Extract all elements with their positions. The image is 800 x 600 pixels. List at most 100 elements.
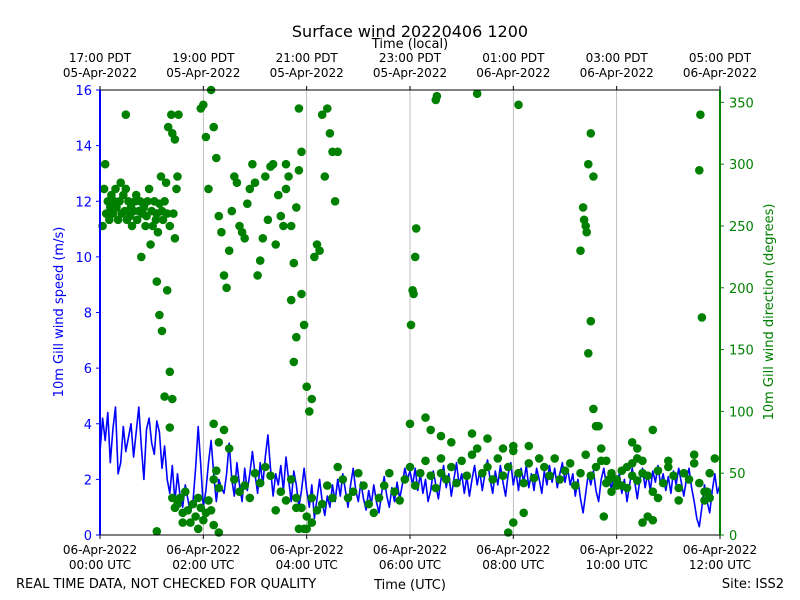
wind-direction-point [604,475,614,484]
wind-direction-point [116,178,125,187]
wind-direction-point [472,444,482,453]
wind-direction-point [157,326,167,336]
wind-direction-point [421,413,430,422]
bottom-tick-date: 06-Apr-2022 [683,543,757,557]
wind-direction-point [584,349,593,358]
bottom-tick-time: 02:00 UTC [172,558,234,572]
wind-direction-point [307,518,317,527]
wind-direction-point [426,425,436,435]
wind-direction-point [186,518,195,527]
wind-direction-point [297,147,306,157]
wind-direction-point [586,316,596,326]
wind-direction-point [261,462,270,472]
wind-direction-point [268,159,278,169]
wind-direction-point [317,499,327,509]
wind-direction-point [348,487,358,497]
top-tick-time: 17:00 PDT [69,51,132,65]
wind-direction-point [320,172,330,181]
wind-direction-point [529,473,539,483]
wind-direction-point [214,483,224,493]
wind-direction-point [432,91,442,101]
wind-direction-point [700,496,709,505]
wind-direction-point [165,367,175,377]
wind-direction-point [612,481,621,490]
wind-direction-point [305,407,314,416]
wind-direction-point [183,506,193,515]
wind-direction-point [121,110,131,119]
wind-direction-point [261,172,270,181]
wind-direction-point [312,506,322,515]
bottom-tick-date: 06-Apr-2022 [166,543,240,557]
bottom-tick-date: 06-Apr-2022 [580,543,654,557]
wind-direction-point [328,493,337,503]
top-tick-date: 06-Apr-2022 [580,66,654,80]
wind-direction-point [100,159,110,169]
wind-direction-point [199,100,208,110]
wind-direction-point [209,419,218,429]
wind-direction-point [286,475,296,484]
right-tick-label: 300 [729,158,754,173]
wind-direction-point [589,172,598,181]
wind-direction-point [266,471,275,481]
wind-direction-point [591,462,601,472]
wind-direction-point [323,481,332,490]
top-tick-time: 05:00 PDT [689,51,752,65]
wind-direction-point [121,184,131,194]
wind-direction-point [545,471,554,481]
wind-direction-point [509,441,518,451]
wind-direction-point [193,524,203,534]
wind-direction-point [302,512,312,521]
wind-direction-point [214,438,224,447]
wind-direction-point [509,518,518,527]
wind-direction-point [514,100,523,110]
wind-direction-point [255,256,265,265]
wind-direction-point [653,493,663,503]
top-tick-time: 19:00 PDT [172,51,235,65]
wind-direction-point [447,438,456,447]
wind-direction-point [467,429,477,438]
wind-direction-point [565,459,575,468]
wind-direction-point [385,468,394,478]
wind-direction-point [330,197,340,206]
right-tick-label: 150 [729,344,754,359]
wind-direction-point [181,487,190,497]
wind-direction-point [169,209,178,218]
wind-direction-point [627,459,637,468]
wind-direction-point [199,515,208,525]
wind-direction-point [292,332,301,342]
wind-direction-point [582,227,591,237]
wind-direction-point [406,320,416,330]
wind-direction-point [294,166,304,175]
wind-direction-point [292,203,301,212]
wind-direction-point [281,159,291,169]
wind-direction-point [405,462,415,472]
wind-direction-point [219,271,229,280]
wind-direction-point [155,310,164,320]
left-tick-label: 6 [84,362,92,377]
wind-direction-point [255,478,265,488]
wind-direction-point [217,227,226,237]
wind-direction-point [612,475,621,484]
wind-direction-point [108,209,118,218]
wind-direction-point [162,209,172,218]
wind-direction-point [333,147,343,157]
wind-direction-point [498,471,508,481]
left-tick-label: 2 [84,473,92,488]
top-tick-date: 05-Apr-2022 [373,66,447,80]
wind-direction-point [173,172,182,181]
wind-direction-point [395,496,405,505]
wind-direction-point [441,475,451,484]
wind-direction-point [478,468,487,478]
wind-direction-point [571,481,580,490]
wind-direction-point [338,475,348,484]
wind-direction-point [524,459,534,468]
wind-direction-point [212,153,221,163]
wind-direction-point [410,481,420,490]
wind-direction-point [323,104,332,113]
wind-direction-point [105,215,114,225]
top-axis-label: Time (local) [371,37,448,52]
wind-direction-point [664,456,673,466]
wind-direction-point [390,487,399,497]
left-tick-label: 12 [75,195,92,210]
